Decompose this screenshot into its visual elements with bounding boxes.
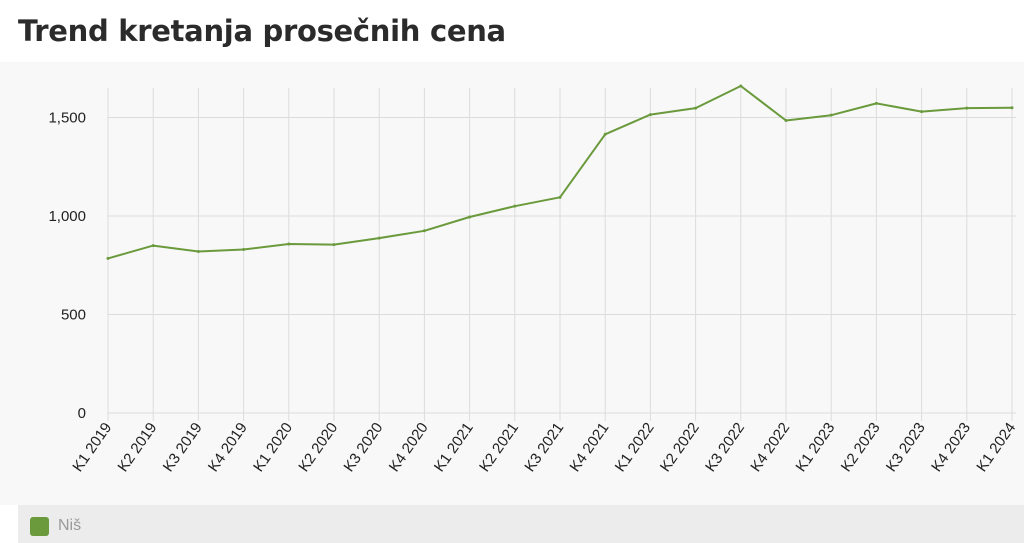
data-point [920,110,924,114]
data-point [287,242,291,246]
x-tick-label: K1 2020 [250,420,296,476]
x-tick-label: K3 2022 [702,420,748,476]
data-point [739,84,743,88]
data-point [242,248,246,252]
data-point [196,249,200,253]
y-tick-label: 1,500 [48,110,86,127]
y-tick-label: 500 [61,307,86,324]
x-tick-label: K1 2019 [69,420,115,476]
x-tick-label: K3 2023 [883,420,929,476]
data-point [784,119,788,122]
y-tick-label: 1,000 [48,208,86,225]
data-point [603,132,607,136]
x-tick-label: K1 2021 [431,420,477,476]
x-tick-label: K2 2022 [657,420,703,476]
chart-area [0,62,1024,505]
data-point [151,244,155,248]
x-tick-label: K4 2021 [566,420,612,476]
x-tick-label: K4 2023 [928,420,974,476]
data-point [965,106,969,110]
x-tick-label: K2 2020 [295,420,341,476]
data-point [377,236,381,240]
x-tick-label: K2 2019 [114,420,160,476]
y-tick-label: 0 [78,405,86,422]
x-tick-label: K4 2020 [386,420,432,476]
x-tick-label: K2 2023 [838,420,884,476]
legend: Niš [18,505,1024,543]
data-point [332,243,336,247]
legend-label-nis[interactable]: Niš [58,517,82,534]
x-tick-label: K2 2021 [476,420,522,476]
x-tick-label: K1 2023 [792,420,838,476]
x-tick-label: K1 2024 [973,420,1019,476]
x-tick-label: K4 2022 [747,420,793,476]
legend-swatch-nis[interactable] [30,517,49,536]
x-tick-label: K1 2022 [612,420,658,476]
x-tick-label: K3 2019 [160,420,206,476]
data-point [694,106,698,110]
data-point [1010,106,1014,110]
data-point [874,101,878,105]
data-point [106,256,110,260]
data-point [829,113,833,117]
chart-title: Trend kretanja prosečnih cena [18,14,506,48]
x-tick-label: K3 2021 [521,420,567,476]
data-point [422,229,426,233]
data-point [558,195,562,199]
x-tick-label: K4 2019 [205,420,251,476]
data-point [513,204,517,208]
x-tick-label: K3 2020 [340,420,386,476]
data-point [468,215,472,219]
data-point [648,113,652,117]
